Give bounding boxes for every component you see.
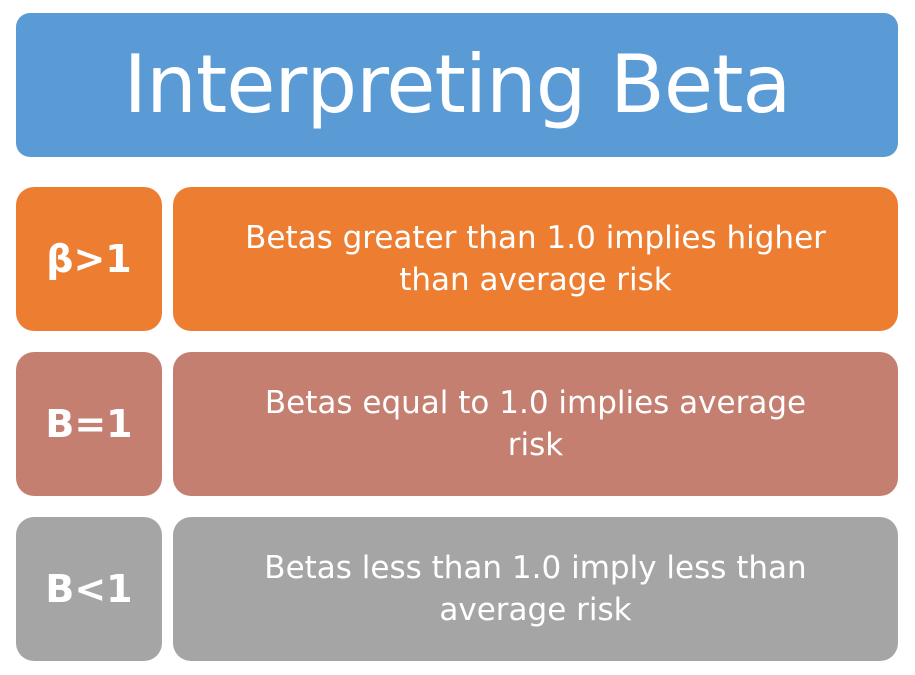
- beta-description-box: Betas less than 1.0 imply less than aver…: [173, 517, 898, 661]
- beta-description: Betas equal to 1.0 implies average risk: [264, 385, 807, 463]
- beta-description-box: Betas equal to 1.0 implies average risk: [173, 352, 898, 496]
- beta-label-box: β>1: [16, 187, 162, 331]
- beta-label: B<1: [45, 567, 133, 611]
- beta-label-box: B=1: [16, 352, 162, 496]
- beta-label: β>1: [46, 237, 132, 281]
- beta-row-equal: B=1 Betas equal to 1.0 implies average r…: [16, 352, 898, 496]
- beta-label: B=1: [45, 402, 133, 446]
- beta-label-box: B<1: [16, 517, 162, 661]
- beta-description-box: Betas greater than 1.0 implies higher th…: [173, 187, 898, 331]
- beta-row-less: B<1 Betas less than 1.0 imply less than …: [16, 517, 898, 661]
- title-banner: Interpreting Beta: [16, 13, 898, 157]
- beta-description: Betas greater than 1.0 implies higher th…: [245, 220, 826, 298]
- beta-row-greater: β>1 Betas greater than 1.0 implies highe…: [16, 187, 898, 331]
- beta-description: Betas less than 1.0 imply less than aver…: [264, 550, 807, 628]
- page-title: Interpreting Beta: [123, 38, 792, 131]
